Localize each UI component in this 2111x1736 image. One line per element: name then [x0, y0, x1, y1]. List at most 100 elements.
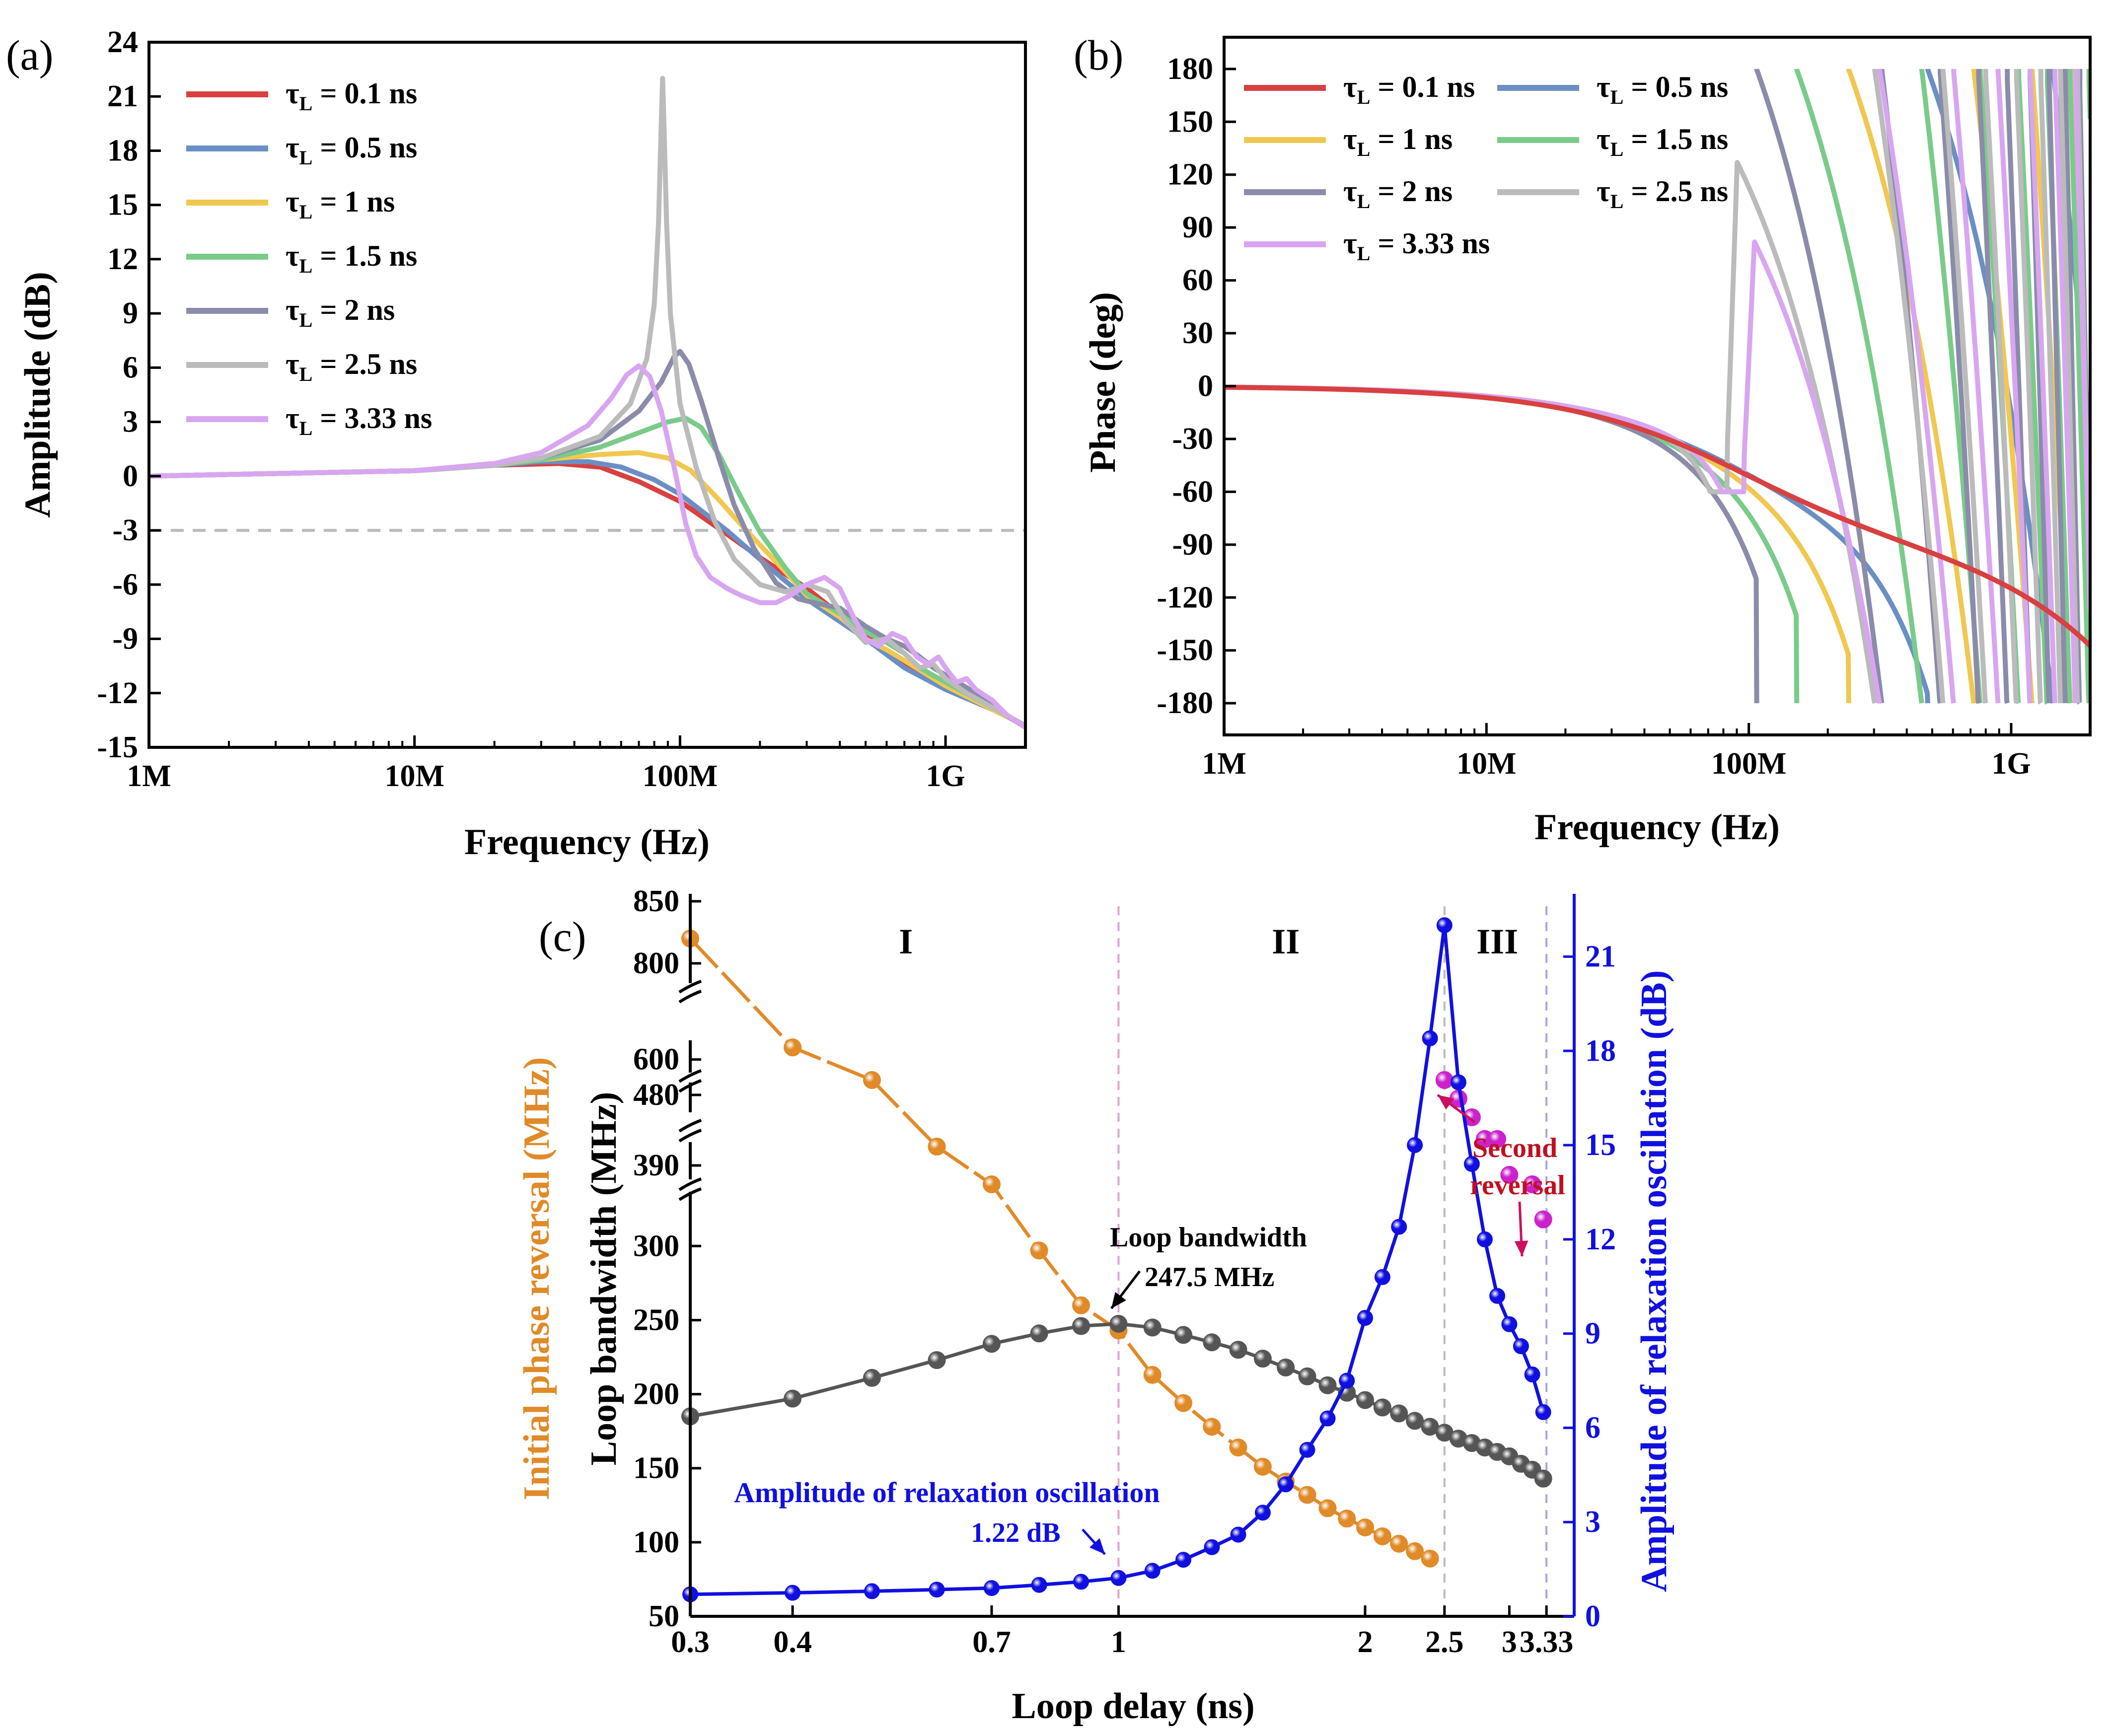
b-legend-label-6: τL = 3.33 ns: [1343, 227, 1490, 265]
a-ytick-label-3: -6: [112, 568, 138, 601]
a-xtick-label-0: 1M: [127, 759, 171, 793]
panel-c-annotations: Loop bandwidth 247.5 MHz Amplitude of re…: [734, 1093, 1565, 1555]
c-point-3-13: [1278, 1476, 1294, 1493]
a-curve-5: [148, 75, 1027, 728]
b-legend-entry-1: τL = 0.5 ns: [1497, 71, 1728, 108]
b-ytick-label-7: 30: [1182, 316, 1213, 350]
c-point-3-29: [1524, 1366, 1540, 1382]
annot-loop-bw-title: Loop bandwidth: [1110, 1222, 1307, 1253]
annot-reversal: reversal: [1470, 1170, 1565, 1201]
c-xtick-label-4: 2: [1357, 1625, 1373, 1659]
b-xtick-label-0: 1M: [1202, 747, 1246, 781]
c-point-3-20: [1407, 1137, 1423, 1154]
c-point-0-3: [928, 1138, 946, 1156]
a-legend-label-1: τL = 0.5 ns: [286, 131, 417, 169]
b-ytick-label-6: 0: [1198, 369, 1213, 403]
panel-c-label: (c): [539, 913, 586, 960]
annot-relax-arrow-head: [1089, 1538, 1105, 1554]
c-point-2-12: [1253, 1350, 1272, 1368]
c-xtick-label-6: 3: [1502, 1625, 1517, 1659]
c-point-3-26: [1489, 1288, 1506, 1304]
panel-c-ticks: 0.3 0.4 0.7 1 2 2.5 3 3.33501001502002503003904…: [633, 884, 1616, 1659]
c-point-1-0: [1435, 1071, 1454, 1089]
panel-a-ticks: 1M 10M 100M 1G -15 -12 -9 -6 -3 0 3 6 9 12 15 18 21 24: [97, 25, 1026, 793]
c-xtick-label-2: 0.7: [972, 1625, 1011, 1659]
c-point-3-12: [1254, 1505, 1271, 1521]
c-point-3-9: [1175, 1552, 1191, 1568]
b-legend-label-2: τL = 1 ns: [1343, 123, 1453, 160]
c-ytick-left-label-10: 850: [633, 884, 679, 918]
c-point-2-20: [1406, 1412, 1424, 1430]
a-legend-label-3: τL = 1.5 ns: [286, 239, 417, 277]
panel-b-curves: [1224, 67, 2090, 705]
c-ytick-left-label-2: 150: [633, 1451, 679, 1485]
c-xtick-label-5: 2.5: [1425, 1625, 1464, 1659]
c-point-3-15: [1319, 1410, 1336, 1427]
panel-c: (c) 0.3 0.4 0.7 1 2 2.5 3 3.3350100150200250300…: [516, 884, 1674, 1727]
c-axis-break-3: [678, 980, 702, 994]
a-legend-entry-4: τL = 2 ns: [186, 293, 395, 331]
b-legend-entry-4: τL = 2 ns: [1244, 175, 1453, 213]
c-axis-break-3b: [678, 990, 702, 1004]
a-ytick-label-12: 21: [107, 79, 138, 113]
c-point-0-17: [1356, 1519, 1374, 1536]
c-ytick-left-label-3: 200: [633, 1377, 679, 1411]
panel-b-legend: τL = 0.1 ns τL = 0.5 ns τL = 1 ns τL = 1.5 …: [1244, 71, 1728, 265]
panel-b-xlabel: Frequency (Hz): [1534, 807, 1780, 848]
c-xtick-label-0: 0.3: [671, 1625, 710, 1659]
panel-a-frame: [147, 41, 1027, 749]
c-point-2-15: [1318, 1376, 1337, 1394]
b-xtick-label-1: 10M: [1456, 747, 1517, 781]
c-ytick-left-label-4: 250: [633, 1303, 679, 1337]
c-point-3-16: [1339, 1373, 1355, 1389]
a-legend-label-6: τL = 3.33 ns: [286, 402, 432, 439]
a-legend-label-2: τL = 1 ns: [286, 185, 395, 223]
panel-c-ylabel-loop-bandwidth: Loop bandwidth (MHz): [583, 1092, 624, 1465]
panel-a: (a) 1M 10M 100M 1G -15 -12 -9 -6 -3 0 3 6 9 12 15 18 21 2…: [6, 25, 1027, 863]
annot-loop-bw-arrow-head: [1111, 1292, 1126, 1308]
a-ytick-label-9: 12: [107, 242, 138, 276]
panel-c-xlabel: Loop delay (ns): [1012, 1686, 1254, 1727]
panel-b-ticks: 1M 10M 100M 1G -180 -150 -120 -90 -60 -30 0 30 60 90 1…: [1157, 52, 2091, 781]
a-legend-entry-0: τL = 0.1 ns: [186, 77, 417, 115]
a-legend-label-0: τL = 0.1 ns: [286, 77, 417, 115]
c-point-3-25: [1477, 1231, 1493, 1247]
panel-c-region-boundaries: [1117, 906, 1548, 1616]
a-ytick-label-13: 24: [107, 25, 138, 59]
c-point-3-28: [1513, 1338, 1529, 1354]
c-point-2-18: [1373, 1398, 1391, 1417]
b-ytick-label-2: -120: [1157, 580, 1213, 614]
c-ytick-left-label-5: 300: [633, 1229, 679, 1263]
c-xtick-label-3: 1: [1111, 1625, 1126, 1659]
c-point-1-7: [1534, 1210, 1552, 1229]
c-point-3-27: [1501, 1316, 1518, 1332]
c-ytick-left-label-9: 800: [633, 946, 679, 980]
b-ytick-label-4: -60: [1172, 475, 1213, 508]
c-ytick-right-label-6: 18: [1585, 1034, 1616, 1068]
c-point-2-9: [1174, 1326, 1192, 1344]
a-legend-entry-2: τL = 1 ns: [186, 185, 395, 223]
c-point-3-18: [1374, 1269, 1390, 1285]
a-ytick-label-5: 0: [123, 459, 138, 493]
c-point-0-16: [1338, 1510, 1356, 1528]
panel-a-curves: [148, 75, 1027, 730]
a-ytick-label-8: 9: [123, 296, 138, 330]
c-point-0-12: [1253, 1457, 1272, 1476]
c-ytick-left-label-1: 100: [633, 1525, 679, 1559]
c-point-0-15: [1318, 1499, 1337, 1518]
a-ytick-label-7: 6: [123, 351, 138, 384]
panel-c-frame: [678, 894, 1576, 1618]
c-point-3-10: [1204, 1539, 1220, 1555]
c-point-0-21: [1421, 1549, 1439, 1568]
c-point-0-9: [1174, 1394, 1192, 1412]
b-legend-label-0: τL = 0.1 ns: [1343, 71, 1475, 108]
a-curve-2: [148, 450, 1027, 728]
b-ytick-label-1: -150: [1157, 634, 1213, 667]
c-region-0: I: [899, 922, 913, 961]
c-point-3-2: [864, 1583, 880, 1599]
a-legend-entry-3: τL = 1.5 ns: [186, 239, 417, 277]
panel-c-region-labels: I II III: [899, 922, 1518, 961]
c-point-2-10: [1203, 1333, 1221, 1352]
c-point-3-7: [1110, 1570, 1127, 1586]
c-point-2-6: [1072, 1317, 1090, 1335]
